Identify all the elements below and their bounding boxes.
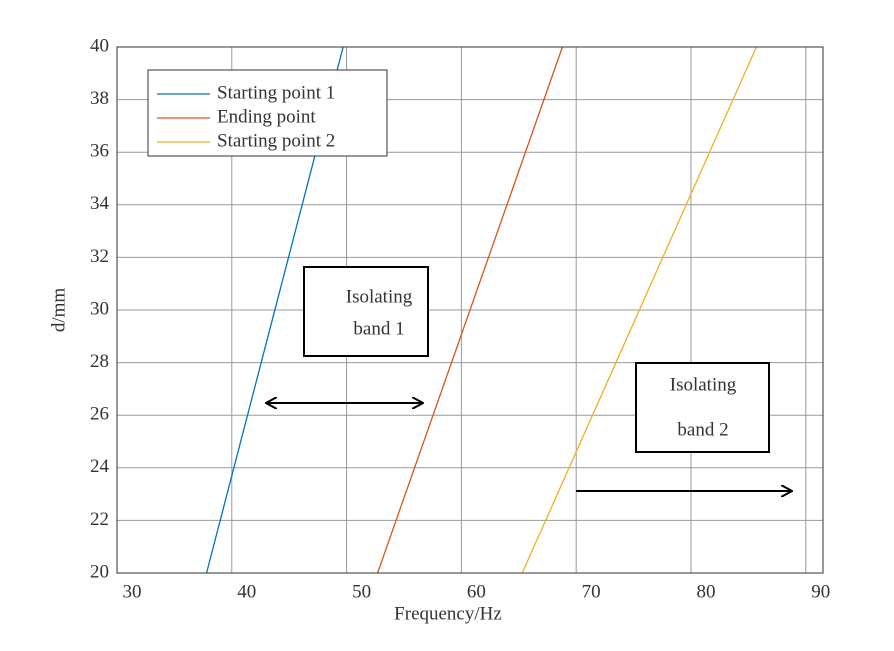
annotation-text: band 2 — [677, 419, 728, 440]
y-tick-label: 22 — [90, 509, 109, 530]
legend-label: Starting point 2 — [217, 130, 335, 151]
annotation-text: Isolating — [346, 286, 413, 307]
x-tick-label: 50 — [352, 581, 371, 602]
legend-label: Ending point — [217, 106, 316, 127]
y-tick-label: 38 — [90, 88, 109, 109]
annotation-2: Isolating band 2 — [576, 362, 792, 491]
y-tick-label: 34 — [90, 193, 110, 214]
y-tick-label: 24 — [90, 456, 110, 477]
x-tick-label: 80 — [696, 581, 715, 602]
y-tick-label: 40 — [90, 35, 109, 56]
x-axis-label: Frequency/Hz — [394, 603, 502, 624]
y-tick-label: 32 — [90, 246, 109, 267]
series-line — [521, 46, 758, 574]
y-tick-label: 28 — [90, 351, 109, 372]
y-tick-label: 36 — [90, 141, 109, 162]
x-tick-label: 40 — [237, 581, 256, 602]
plot-frame — [116, 46, 824, 574]
x-tick-label: 90 — [811, 581, 830, 602]
x-tick-label: 60 — [467, 581, 486, 602]
y-tick-label: 30 — [90, 298, 109, 319]
y-tick-label: 20 — [90, 561, 109, 582]
series-line — [376, 46, 564, 574]
y-axis-label: d/mm — [48, 288, 69, 333]
x-tick-label: 30 — [123, 581, 142, 602]
legend-label: Starting point 1 — [217, 82, 335, 103]
annotation-box — [303, 266, 429, 357]
legend: Starting point 1 Ending point Starting poi… — [147, 69, 388, 157]
x-tick-label: 70 — [582, 581, 601, 602]
y-tick-label: 26 — [90, 404, 109, 425]
annotation-1: Isolating band 1 — [266, 266, 429, 403]
annotation-text: band 1 — [353, 318, 404, 339]
annotation-box — [635, 362, 770, 453]
annotation-text: Isolating — [670, 374, 737, 395]
